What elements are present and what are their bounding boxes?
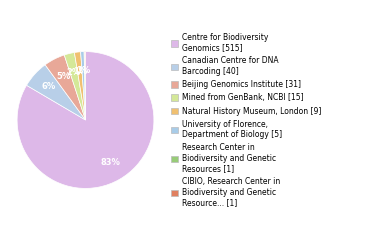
Wedge shape <box>81 52 86 120</box>
Wedge shape <box>27 65 86 120</box>
Wedge shape <box>85 52 86 120</box>
Text: 2%: 2% <box>67 68 81 77</box>
Wedge shape <box>74 52 86 120</box>
Wedge shape <box>45 55 86 120</box>
Wedge shape <box>64 53 86 120</box>
Text: 5%: 5% <box>56 72 70 81</box>
Legend: Centre for Biodiversity
Genomics [515], Canadian Centre for DNA
Barcoding [40], : Centre for Biodiversity Genomics [515], … <box>171 33 321 207</box>
Wedge shape <box>84 52 86 120</box>
Text: 1%: 1% <box>76 66 90 75</box>
Text: 83%: 83% <box>100 158 120 167</box>
Text: 6%: 6% <box>42 83 56 91</box>
Text: 1%: 1% <box>73 66 87 76</box>
Wedge shape <box>17 52 154 188</box>
